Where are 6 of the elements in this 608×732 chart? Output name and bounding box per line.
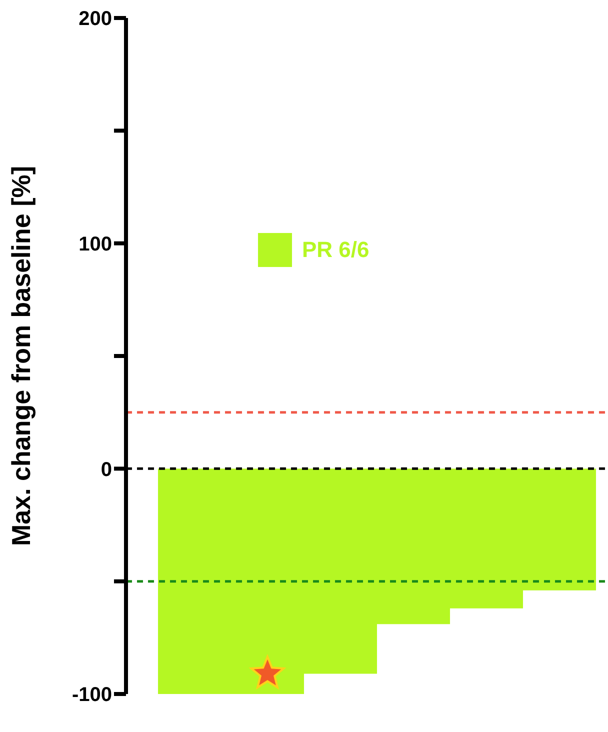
- legend-label: PR 6/6: [302, 237, 370, 263]
- y-tick-label: 200: [78, 8, 112, 30]
- y-axis-title: Max. change from baseline [%]: [6, 166, 36, 546]
- y-tick-label: 100: [78, 233, 112, 256]
- y-tick-label: 0: [100, 458, 112, 481]
- y-tick-label: -100: [72, 684, 112, 706]
